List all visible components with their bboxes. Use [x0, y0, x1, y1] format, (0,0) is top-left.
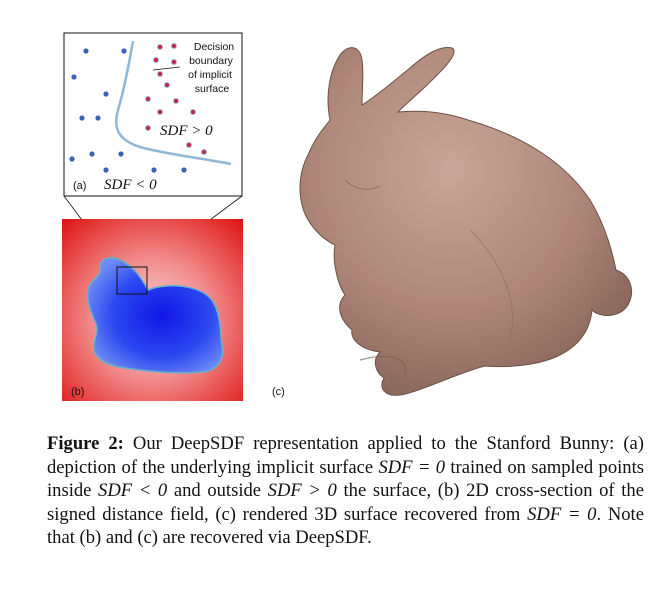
- caption-math-2: SDF < 0: [98, 480, 168, 502]
- annotation-line-1: Decision: [194, 41, 234, 53]
- figure-caption: Figure 2: Our DeepSDF representation app…: [47, 432, 644, 550]
- caption-text-1: Our DeepSDF representation applied to th…: [47, 433, 645, 478]
- decision-boundary-curve: [114, 40, 232, 166]
- panel-c: (c): [272, 46, 632, 398]
- sdf-inside-region: [86, 257, 224, 374]
- bunny-rendering: [299, 46, 632, 396]
- outside-points: [145, 43, 207, 155]
- caption-text-3: and outside: [167, 480, 268, 502]
- panel-b: (b): [62, 219, 243, 401]
- sdf-negative-label: SDF < 0: [104, 177, 157, 193]
- caption-math-4: SDF = 0: [527, 503, 597, 525]
- caption-text-2: trained on sampled points inside: [47, 456, 644, 502]
- caption-math-1: SDF = 0: [378, 456, 446, 478]
- annotation-line-3: of implicit: [188, 69, 232, 81]
- panel-c-label: (c): [272, 386, 285, 398]
- annotation-line-2: boundary: [189, 55, 234, 67]
- figure-2: Decision boundary of implicit surface SD…: [62, 32, 632, 401]
- caption-text-5: . Note that (b) and (c) are recovered vi…: [47, 503, 644, 549]
- caption-text-4: the surface, (b) 2D cross-section of the…: [47, 480, 644, 525]
- inside-points: [69, 48, 187, 173]
- sdf-positive-label: SDF > 0: [160, 123, 213, 139]
- caption-label: Figure 2:: [47, 433, 124, 454]
- panel-b-label: (b): [71, 386, 84, 398]
- panel-a: Decision boundary of implicit surface SD…: [63, 32, 243, 197]
- annotation-line-4: surface: [195, 83, 230, 95]
- annotation-leader-line: [152, 66, 181, 71]
- zoom-box: [116, 266, 148, 295]
- panel-a-label: (a): [73, 180, 86, 192]
- caption-math-3: SDF > 0: [267, 480, 337, 502]
